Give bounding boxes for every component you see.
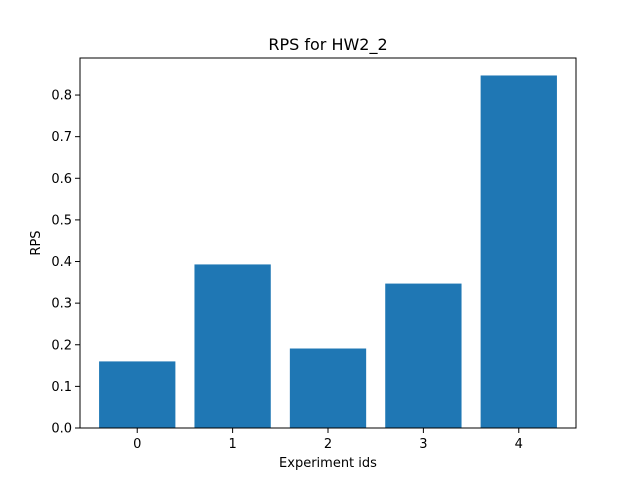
bar-2 xyxy=(289,348,367,428)
bar-0 xyxy=(99,361,176,428)
y-tick-label-0.0: 0.0 xyxy=(51,422,72,437)
y-tick-label-0.1: 0.1 xyxy=(51,380,72,395)
bar-4 xyxy=(480,75,557,428)
y-tick-label-0.3: 0.3 xyxy=(51,297,72,312)
y-tick-label-0.8: 0.8 xyxy=(51,89,72,104)
x-tick-label-0: 0 xyxy=(133,437,141,452)
chart-title: RPS for HW2_2 xyxy=(268,35,387,55)
y-tick-label-0.7: 0.7 xyxy=(51,130,72,145)
bar-3 xyxy=(385,283,462,428)
bar-1 xyxy=(194,264,271,428)
y-tick-label-0.6: 0.6 xyxy=(51,172,72,187)
plot-frame xyxy=(79,57,577,429)
x-axis-label: Experiment ids xyxy=(279,456,377,471)
x-tick-label-3: 3 xyxy=(419,437,427,452)
y-tick-label-0.5: 0.5 xyxy=(51,213,72,228)
bar-group xyxy=(99,75,557,428)
x-tick-label-1: 1 xyxy=(228,437,236,452)
x-axis: 0 1 2 3 4 xyxy=(133,428,523,452)
y-tick-label-0.4: 0.4 xyxy=(51,255,72,270)
y-axis-label: RPS xyxy=(29,230,44,255)
y-tick-label-0.2: 0.2 xyxy=(51,338,72,353)
x-tick-label-4: 4 xyxy=(515,437,523,452)
y-axis: 0.0 0.1 0.2 0.3 0.4 0.5 0.6 0.7 0.8 xyxy=(51,89,80,437)
x-tick-label-2: 2 xyxy=(324,437,332,452)
